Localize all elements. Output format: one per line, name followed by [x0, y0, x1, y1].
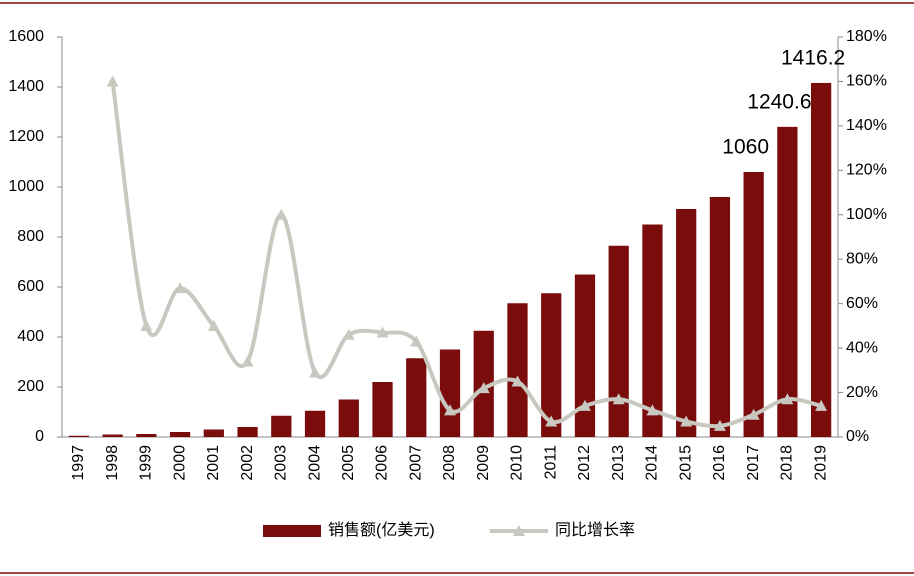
y2-tick-label: 180% [846, 28, 887, 45]
bar [406, 358, 427, 437]
legend-label: 同比增长率 [555, 521, 635, 539]
y2-tick-label: 140% [846, 117, 887, 134]
x-tick-label: 2001 [205, 445, 222, 481]
bar [271, 415, 292, 437]
y2-tick-label: 20% [846, 384, 878, 401]
line-marker [342, 328, 355, 340]
bar [102, 434, 123, 437]
x-tick-label: 2003 [273, 445, 290, 481]
line-marker [444, 404, 456, 416]
data-label: 1416.2 [781, 46, 845, 69]
y-tick-label: 200 [17, 378, 44, 395]
y-tick-label: 600 [17, 278, 44, 295]
y-tick-label: 1600 [8, 28, 44, 45]
legend-label: 销售额(亿美元) [328, 521, 435, 539]
x-tick-label: 2013 [610, 445, 627, 481]
x-tick-label: 2011 [542, 445, 559, 480]
line-marker [106, 75, 119, 87]
line-marker [174, 282, 187, 294]
bar [372, 382, 393, 437]
line-marker [309, 366, 322, 378]
x-tick-label: 2016 [711, 445, 728, 481]
y2-tick-label: 60% [846, 295, 878, 312]
x-tick-label: 1998 [104, 445, 121, 481]
y2-tick-label: 120% [846, 162, 887, 179]
x-tick-label: 2005 [340, 445, 357, 481]
x-tick-label: 2014 [644, 445, 661, 481]
x-tick-label: 2019 [812, 445, 829, 481]
y2-tick-label: 80% [846, 250, 878, 267]
x-tick-label: 2004 [306, 445, 323, 481]
y-tick-label: 800 [17, 228, 44, 245]
bar [169, 432, 191, 437]
bar [642, 224, 663, 437]
line-marker [815, 399, 828, 411]
bar [203, 429, 224, 437]
x-tick-label: 2000 [171, 445, 188, 481]
data-label: 1240.6 [747, 90, 811, 113]
y2-tick-label: 100% [846, 206, 887, 223]
x-tick-label: 2017 [745, 445, 762, 481]
bar [338, 399, 359, 437]
bar [676, 209, 697, 437]
y-tick-label: 1200 [8, 128, 44, 145]
line-marker [680, 415, 693, 427]
x-tick-label: 2002 [239, 445, 256, 481]
x-tick-label: 2006 [374, 445, 391, 481]
bar [777, 126, 798, 437]
line-marker [207, 319, 220, 331]
line-marker [241, 355, 254, 367]
bar [743, 172, 764, 437]
y2-tick-label: 0% [846, 428, 869, 445]
bar [68, 435, 89, 437]
line-marker [545, 415, 558, 427]
y-tick-label: 1000 [8, 178, 44, 195]
x-tick-label: 1999 [138, 445, 155, 481]
line-marker [781, 393, 794, 405]
bar [541, 293, 562, 437]
bar [237, 427, 258, 437]
bar [136, 434, 157, 437]
x-tick-label: 2007 [407, 445, 424, 481]
line-marker [578, 399, 591, 411]
bar [574, 274, 596, 437]
x-tick-label: 2009 [475, 445, 492, 481]
line-marker [713, 419, 726, 431]
x-tick-label: 2008 [441, 445, 458, 481]
bar [608, 245, 629, 437]
bar [304, 410, 326, 437]
x-tick-label: 2018 [779, 445, 796, 481]
line-marker [477, 382, 490, 394]
x-tick-label: 2015 [677, 445, 694, 481]
bar [439, 349, 461, 437]
legend-marker [513, 525, 525, 536]
legend-swatch [263, 525, 321, 537]
y-tick-label: 0 [35, 428, 44, 445]
x-tick-label: 1997 [70, 445, 87, 481]
data-label: 1060 [722, 136, 769, 159]
line-marker [646, 404, 659, 416]
line-marker [275, 208, 288, 220]
bar [709, 197, 731, 437]
bar [507, 303, 528, 437]
x-tick-label: 2010 [509, 445, 526, 481]
line-marker [747, 408, 760, 420]
x-tick-label: 2012 [576, 445, 593, 481]
line-marker [376, 326, 389, 338]
line-marker [410, 335, 423, 347]
line-marker [612, 393, 625, 405]
line-marker [511, 375, 524, 387]
y-tick-label: 400 [17, 328, 44, 345]
y-tick-label: 1400 [8, 78, 44, 95]
y2-tick-label: 160% [846, 73, 887, 90]
bar [811, 82, 832, 437]
line-marker [140, 319, 153, 331]
y2-tick-label: 40% [846, 339, 878, 356]
